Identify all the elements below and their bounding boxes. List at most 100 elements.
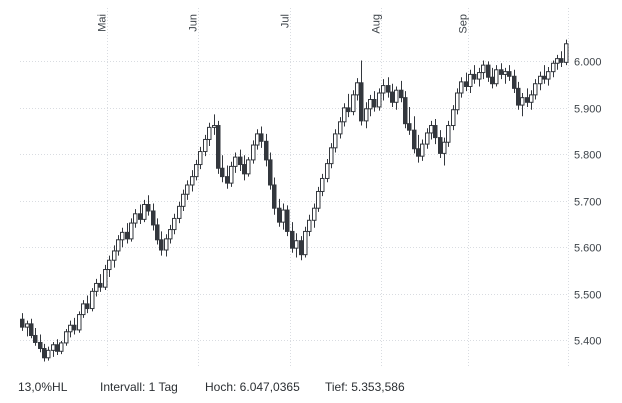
candle-body bbox=[442, 141, 447, 154]
candle-body bbox=[90, 290, 95, 310]
candle-body bbox=[490, 76, 495, 85]
candle-body bbox=[251, 144, 256, 161]
hl-range-value: 13,0%HL bbox=[18, 380, 68, 394]
candle-body bbox=[346, 107, 351, 113]
candle-body bbox=[464, 81, 469, 88]
candle-body bbox=[159, 239, 164, 251]
y-axis-tick-label: 5.600 bbox=[574, 243, 602, 255]
candle-body bbox=[512, 75, 517, 89]
candle-body bbox=[120, 231, 125, 241]
candle-body bbox=[468, 73, 473, 88]
candle-body bbox=[38, 341, 43, 349]
candle-body bbox=[412, 129, 417, 150]
candle-body bbox=[112, 250, 117, 261]
candle-body bbox=[420, 143, 425, 157]
candle-body bbox=[233, 156, 238, 167]
candle-body bbox=[77, 314, 82, 331]
candle-body bbox=[281, 209, 286, 223]
candle-body bbox=[146, 203, 151, 212]
candle-body bbox=[507, 71, 512, 77]
candle-body bbox=[268, 159, 273, 186]
candle-body bbox=[29, 323, 34, 336]
candle-body bbox=[116, 239, 121, 252]
candle-body bbox=[386, 85, 391, 93]
month-label: Aug bbox=[371, 14, 383, 34]
candle-body bbox=[81, 303, 86, 316]
candle-body bbox=[225, 176, 230, 184]
candle-body bbox=[551, 62, 556, 73]
candle-body bbox=[472, 73, 477, 80]
candle-body bbox=[68, 324, 73, 333]
month-label: Sep bbox=[458, 14, 470, 34]
candle-body bbox=[407, 123, 412, 131]
candle-body bbox=[94, 282, 99, 292]
candle-body bbox=[207, 126, 212, 140]
candle-body bbox=[533, 83, 538, 96]
candle-body bbox=[372, 99, 377, 108]
y-axis-tick-label: 5.400 bbox=[574, 336, 602, 348]
candlestick-chart[interactable]: 6.000 5.900 5.800 5.700 5.600 5.500 5.400 Mai Ju… bbox=[0, 0, 622, 372]
candle-body bbox=[529, 94, 534, 103]
candle-body bbox=[564, 43, 569, 63]
candle-body bbox=[151, 210, 156, 226]
candle-body bbox=[559, 58, 564, 63]
candle-body bbox=[338, 121, 343, 135]
candle-body bbox=[433, 125, 438, 139]
candle-body bbox=[290, 230, 295, 249]
chart-footer: 13,0%HL Intervall: 1 Tag Hoch: 6.047,036… bbox=[0, 377, 622, 399]
candle-body bbox=[229, 165, 234, 184]
month-label: Jun bbox=[188, 14, 200, 32]
candle-body bbox=[51, 344, 56, 351]
y-axis-tick-label: 5.800 bbox=[574, 150, 602, 162]
candle-body bbox=[516, 87, 521, 106]
candle-body bbox=[451, 109, 456, 127]
candle-body bbox=[325, 163, 330, 179]
candle-body bbox=[255, 133, 260, 146]
candle-body bbox=[242, 164, 247, 175]
candle-body bbox=[499, 69, 504, 75]
candle-body bbox=[33, 334, 38, 343]
candle-body bbox=[355, 82, 360, 96]
candle-body bbox=[181, 193, 186, 207]
candle-body bbox=[455, 92, 460, 111]
candle-body bbox=[351, 94, 356, 113]
candle-body bbox=[312, 207, 317, 221]
candle-body bbox=[98, 282, 103, 288]
low-value-label: Tief: 5.353,586 bbox=[325, 380, 405, 394]
candle-body bbox=[172, 217, 177, 231]
candle-body bbox=[220, 167, 225, 178]
candle-body bbox=[168, 229, 173, 240]
candle-body bbox=[477, 72, 482, 80]
interval-label: Intervall: 1 Tag bbox=[100, 380, 178, 394]
candle-body bbox=[246, 159, 251, 175]
candle-body bbox=[303, 230, 308, 256]
candle-body bbox=[203, 138, 208, 153]
candle-body bbox=[185, 184, 190, 195]
candle-body bbox=[381, 85, 386, 94]
gridlines bbox=[20, 8, 569, 368]
candle-body bbox=[342, 107, 347, 123]
candle-body bbox=[155, 224, 160, 241]
candle-body bbox=[103, 269, 108, 288]
candle-body bbox=[259, 133, 264, 142]
candle-body bbox=[133, 213, 138, 224]
candle-body bbox=[446, 125, 451, 143]
candle-body bbox=[190, 176, 195, 186]
candle-body bbox=[399, 89, 404, 99]
candle-body bbox=[429, 125, 434, 134]
candle-body bbox=[277, 207, 282, 223]
candle-body bbox=[368, 99, 373, 110]
candle-body bbox=[520, 97, 525, 106]
y-axis-tick-label: 6.000 bbox=[574, 57, 602, 69]
month-label: Jul bbox=[280, 14, 292, 28]
candle-body bbox=[299, 240, 304, 256]
candle-body bbox=[316, 190, 321, 209]
month-label: Mai bbox=[97, 14, 109, 32]
candle-body bbox=[481, 64, 486, 74]
candle-body bbox=[459, 81, 464, 94]
candle-body bbox=[177, 205, 182, 219]
candle-body bbox=[212, 125, 217, 128]
candle-body bbox=[525, 97, 530, 103]
candle-body bbox=[64, 331, 69, 344]
